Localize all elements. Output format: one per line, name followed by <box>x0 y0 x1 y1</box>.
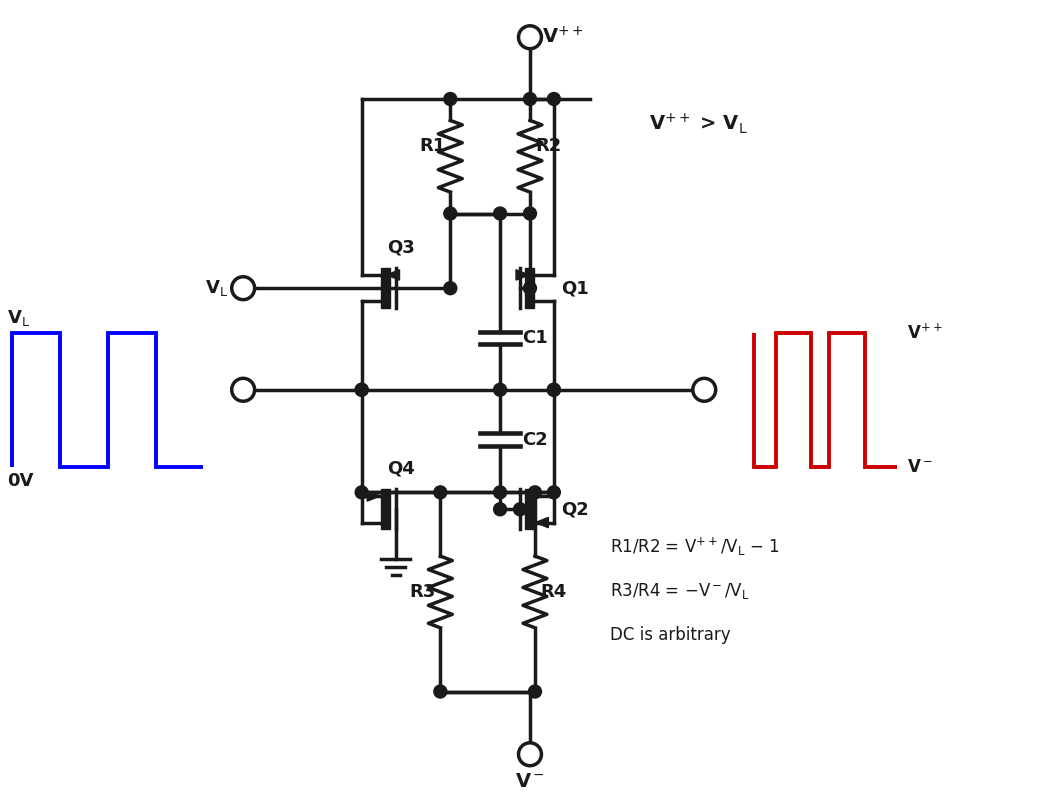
Circle shape <box>547 383 561 397</box>
Polygon shape <box>536 517 548 527</box>
Circle shape <box>355 486 369 499</box>
Text: V$_\mathsf{L}$: V$_\mathsf{L}$ <box>206 279 229 298</box>
Text: R4: R4 <box>540 583 566 601</box>
Circle shape <box>528 486 542 499</box>
Text: R1/R2 = V$^{++}$/V$_\mathsf{L}$ $-$ 1: R1/R2 = V$^{++}$/V$_\mathsf{L}$ $-$ 1 <box>610 536 780 559</box>
Text: V$^{++}$: V$^{++}$ <box>542 26 584 48</box>
Bar <box>525 489 535 529</box>
Text: V$^{++}$: V$^{++}$ <box>907 323 943 342</box>
Text: DC is arbitrary: DC is arbitrary <box>610 626 730 644</box>
Circle shape <box>547 93 561 105</box>
Text: C1: C1 <box>522 329 548 347</box>
Circle shape <box>232 277 255 300</box>
Circle shape <box>494 207 506 220</box>
Circle shape <box>232 378 255 401</box>
Text: V$^{++}$ > V$_\mathsf{L}$: V$^{++}$ > V$_\mathsf{L}$ <box>649 112 749 136</box>
Text: 0V: 0V <box>7 472 33 491</box>
Circle shape <box>519 26 542 49</box>
Text: R1: R1 <box>419 137 446 156</box>
Text: Q4: Q4 <box>387 460 416 477</box>
Circle shape <box>523 93 537 105</box>
Bar <box>381 489 390 529</box>
Circle shape <box>434 486 447 499</box>
Text: V$^-$: V$^-$ <box>907 459 933 476</box>
Circle shape <box>434 685 447 698</box>
Circle shape <box>514 503 526 516</box>
Text: Q2: Q2 <box>561 500 589 518</box>
Circle shape <box>444 282 457 294</box>
Bar <box>525 268 535 308</box>
Circle shape <box>355 383 369 397</box>
Text: Q1: Q1 <box>561 279 589 297</box>
Circle shape <box>519 743 542 766</box>
Circle shape <box>494 486 506 499</box>
Polygon shape <box>516 270 529 280</box>
Circle shape <box>547 486 561 499</box>
Circle shape <box>693 378 716 401</box>
Polygon shape <box>386 270 400 280</box>
Text: Q3: Q3 <box>387 239 416 256</box>
Text: V$^-$: V$^-$ <box>515 772 545 791</box>
Circle shape <box>444 207 457 220</box>
Circle shape <box>494 503 506 516</box>
Text: R3: R3 <box>409 583 435 601</box>
Circle shape <box>494 383 506 397</box>
Text: V$_\mathsf{L}$: V$_\mathsf{L}$ <box>7 308 30 328</box>
Text: C2: C2 <box>522 431 548 448</box>
Circle shape <box>355 383 369 397</box>
Polygon shape <box>367 491 380 501</box>
Text: R3/R4 = $-$V$^-$/V$_\mathsf{L}$: R3/R4 = $-$V$^-$/V$_\mathsf{L}$ <box>610 581 750 601</box>
Circle shape <box>523 207 537 220</box>
Circle shape <box>547 383 561 397</box>
Circle shape <box>528 685 542 698</box>
Bar <box>381 268 390 308</box>
Circle shape <box>444 93 457 105</box>
Text: R2: R2 <box>535 137 562 156</box>
Circle shape <box>523 282 537 294</box>
